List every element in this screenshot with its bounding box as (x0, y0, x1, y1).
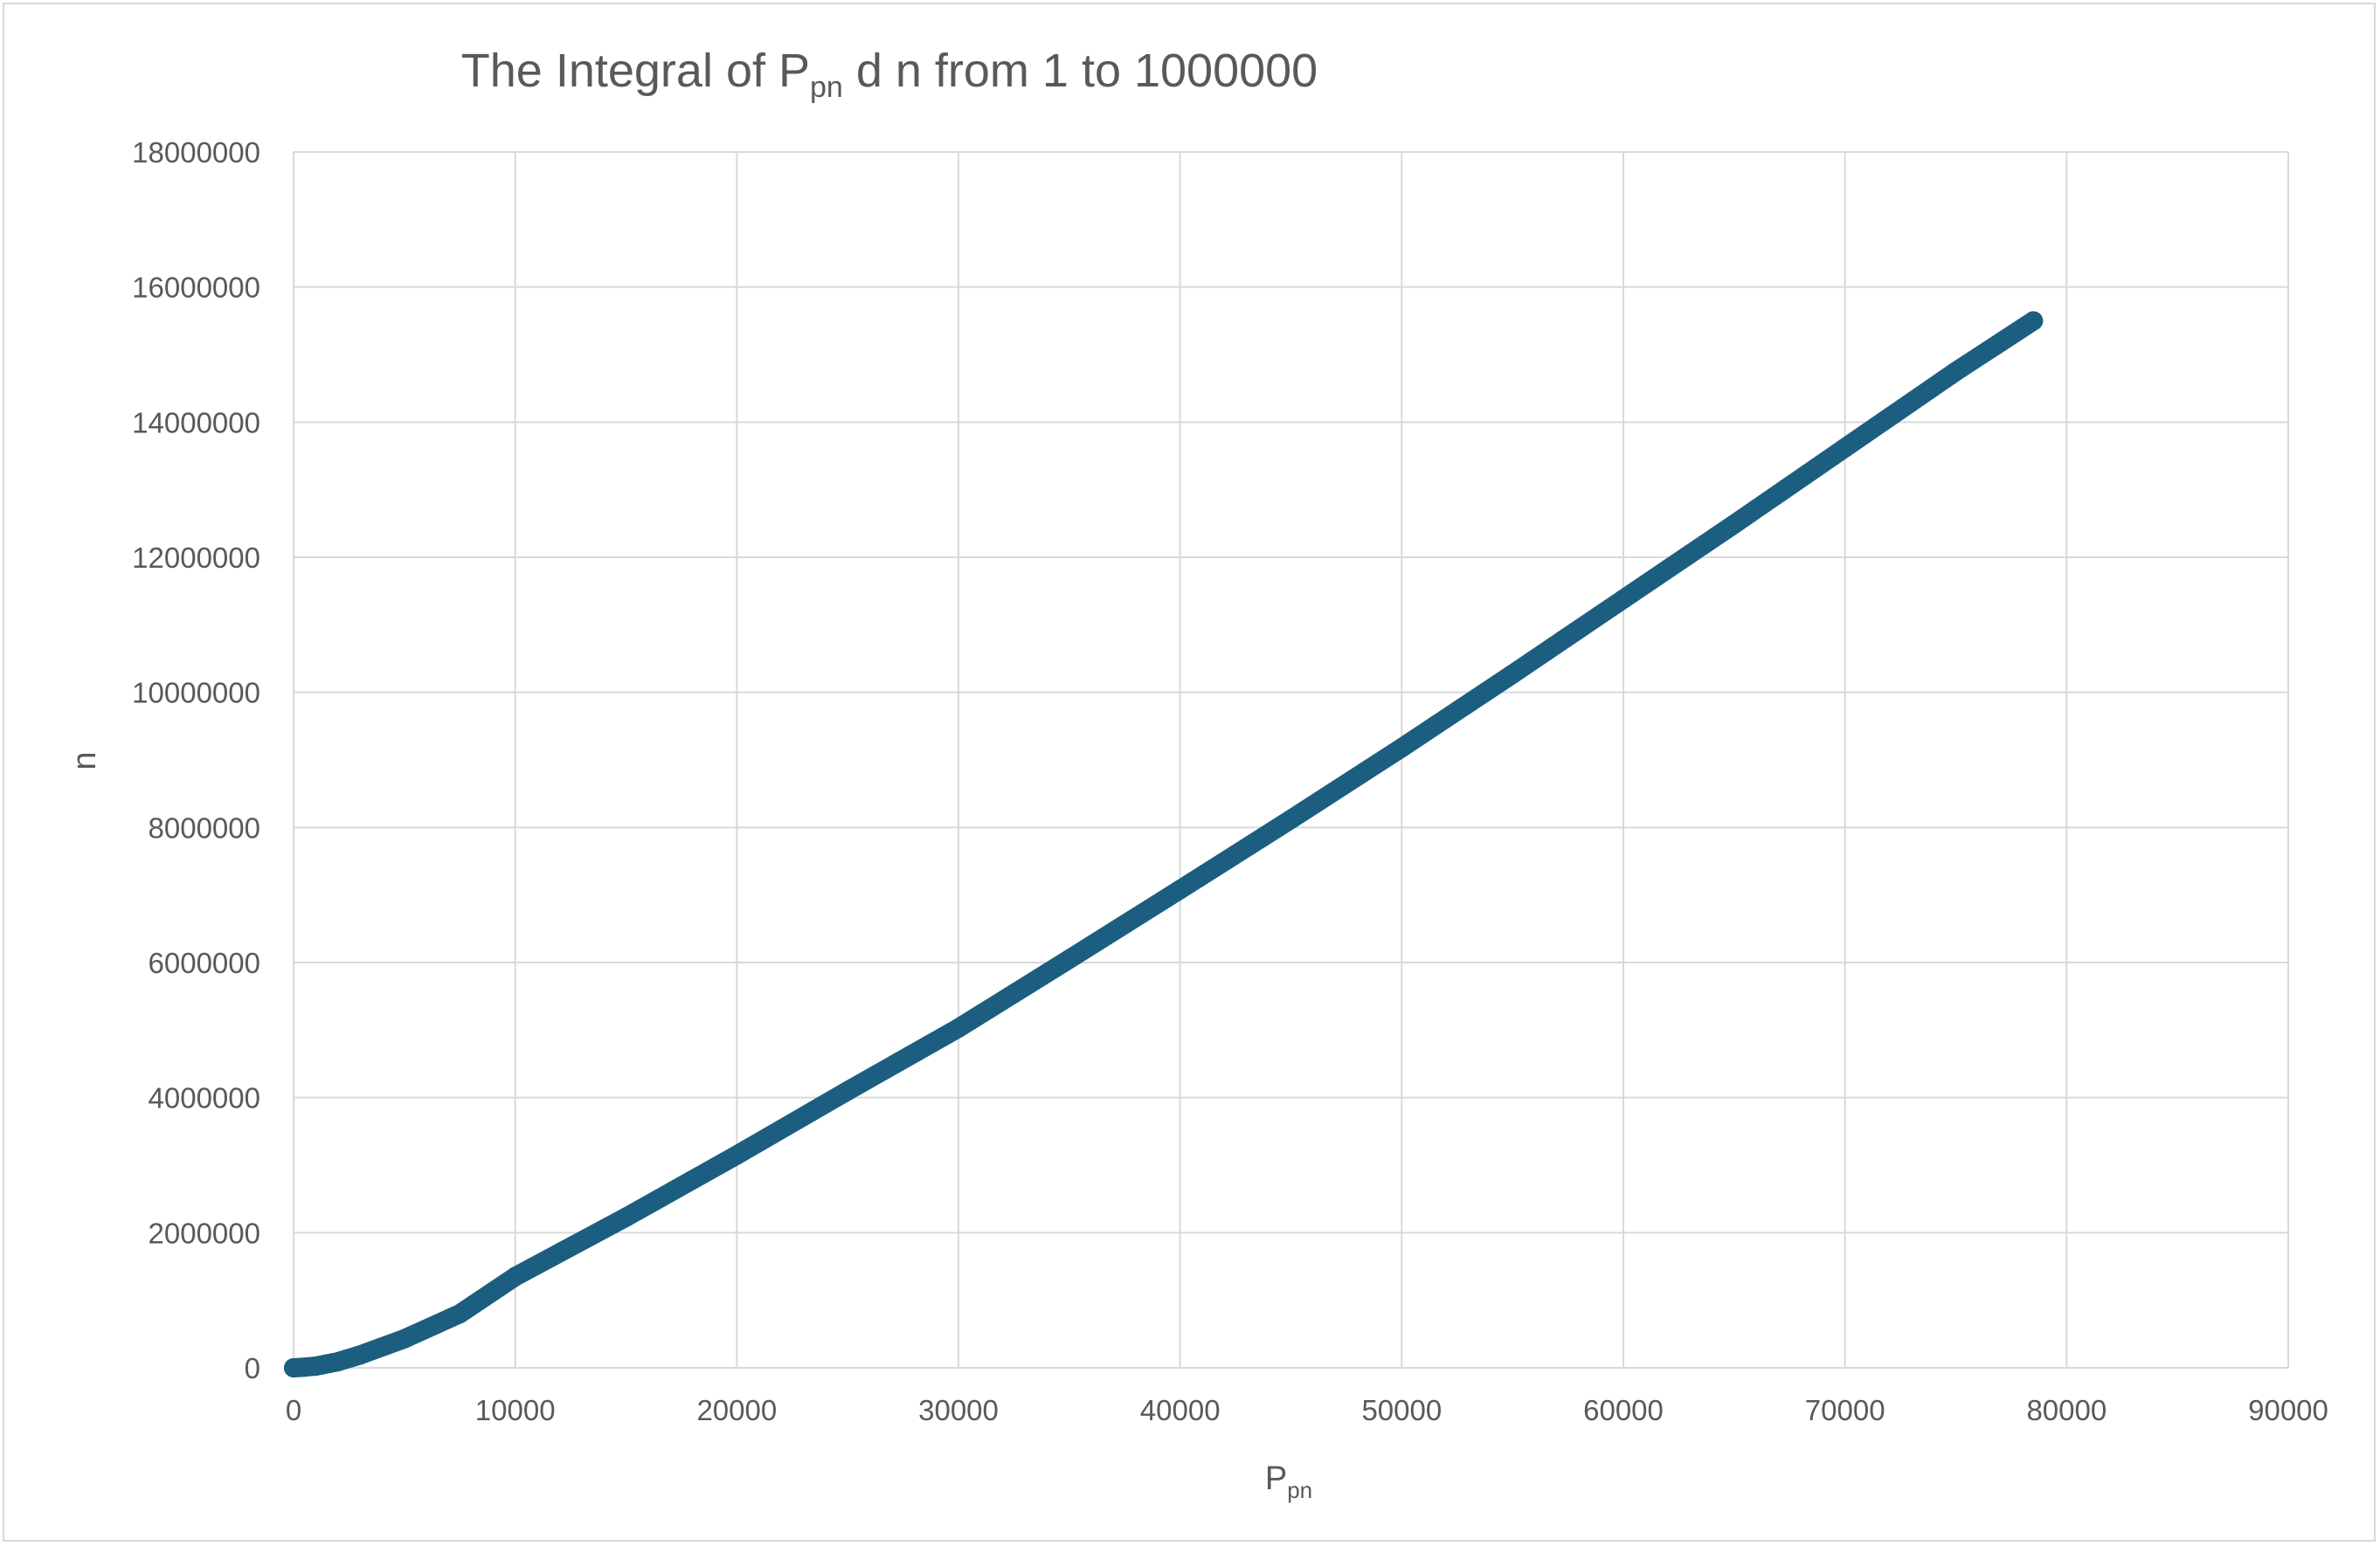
y-tick-label: 8000000 (149, 811, 260, 844)
x-tick-label: 10000 (475, 1394, 556, 1426)
data-point (1614, 589, 1633, 609)
data-point (1724, 514, 1744, 535)
chart-area: 0 10000 20000 30000 40000 50000 60000 70000 8000… (3, 3, 2376, 1542)
y-tick-label: 16000000 (132, 272, 260, 304)
chart-title-suffix: d n from 1 to 1000000 (843, 45, 1318, 97)
gridlines (293, 151, 2289, 1369)
x-tick-label: 0 (286, 1394, 301, 1426)
y-tick-label: 6000000 (149, 947, 260, 979)
chart-title-subscript: pn (810, 71, 843, 104)
data-point (727, 1145, 747, 1165)
x-axis-label-main: P (1265, 1460, 1287, 1497)
data-point (306, 1356, 326, 1377)
data-point (949, 1018, 968, 1039)
data-point (1281, 810, 1301, 830)
data-point (1946, 362, 1966, 382)
data-point (1835, 438, 1855, 458)
x-tick-label: 70000 (1805, 1394, 1885, 1426)
x-axis-label: Ppn (1265, 1460, 1312, 1503)
data-point (505, 1266, 525, 1287)
y-axis-label: n (66, 751, 103, 770)
data-point (1170, 880, 1190, 900)
data-point (328, 1352, 348, 1372)
x-tick-label: 50000 (1361, 1394, 1442, 1426)
series-line (284, 311, 2044, 1377)
y-tick-label: 18000000 (132, 136, 260, 169)
chart-title: The Integral of Ppn d n from 1 to 100000… (461, 45, 1318, 104)
data-point (1059, 949, 1079, 970)
y-tick-label: 0 (245, 1352, 260, 1384)
x-tick-label: 20000 (696, 1394, 777, 1426)
chart-title-prefix: The Integral of P (461, 45, 810, 97)
data-point (1392, 738, 1412, 758)
y-tick-label: 10000000 (132, 677, 260, 709)
data-point (350, 1345, 370, 1365)
data-point (838, 1080, 858, 1101)
x-tick-label: 90000 (2248, 1394, 2328, 1426)
series-layer (284, 311, 2044, 1377)
y-tick-label: 4000000 (149, 1082, 260, 1115)
data-point (450, 1304, 470, 1324)
x-axis-label-subscript: pn (1287, 1477, 1312, 1503)
data-point (1503, 664, 1523, 684)
y-tick-label: 12000000 (132, 542, 260, 574)
data-point (394, 1329, 414, 1349)
x-tick-label: 30000 (918, 1394, 999, 1426)
data-point (616, 1207, 636, 1227)
x-tick-label: 60000 (1583, 1394, 1664, 1426)
x-tick-label: 40000 (1140, 1394, 1221, 1426)
y-tick-label: 2000000 (149, 1217, 260, 1249)
data-point (2024, 311, 2044, 331)
axes: 0 10000 20000 30000 40000 50000 60000 70000 8000… (132, 136, 2328, 1426)
y-tick-label: 14000000 (132, 406, 260, 438)
chart-svg: 0 10000 20000 30000 40000 50000 60000 70000 8000… (66, 45, 2328, 1503)
x-tick-label: 80000 (2026, 1394, 2107, 1426)
